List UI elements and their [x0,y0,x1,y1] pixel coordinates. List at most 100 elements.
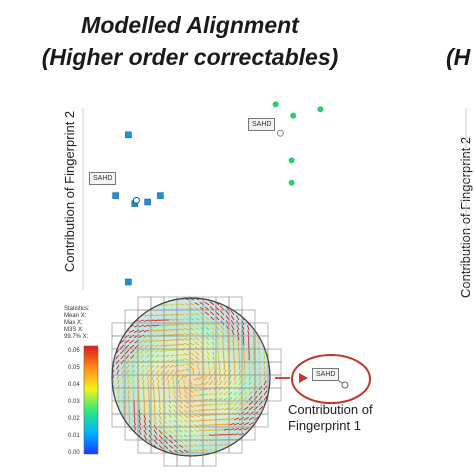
wafer-vector [231,329,235,336]
wafer-vector [122,374,125,379]
wafer-vector [148,324,155,327]
wafer-vector [143,414,147,421]
wafer-vector [198,375,203,381]
wafer-vector [143,329,150,333]
wafer-vector [207,356,210,361]
wafer-vector [200,346,205,351]
wafer-vector [189,361,195,366]
wafer-vector [143,324,150,328]
wafer-field [111,322,126,337]
wafer-vector [228,433,234,436]
wafer-vector [258,380,262,386]
wafer-vector [189,327,195,331]
wafer-vector [138,329,145,333]
scatter-points [112,101,324,286]
wafer-vector [129,334,135,339]
wafer-vector [183,419,189,423]
wafer-vector [263,395,268,401]
wafer-vector [160,354,165,358]
wafer-vector [223,433,230,436]
wafer-vector [218,407,224,411]
wafer-vector [218,402,224,406]
wafer-vector [168,419,172,424]
wafer-vector [179,369,185,373]
wafer-vector [223,423,230,426]
x-axis-label-line2: Fingerprint 1 [288,418,361,433]
wafer-vector [233,427,240,431]
wafer-vector [226,330,230,336]
wafer-vector [139,319,145,322]
wafer-vector [168,389,171,394]
wafer-vector [169,369,175,375]
wafer-vector [127,379,130,384]
wafer-vector [184,358,190,361]
wafer-vector [194,332,200,336]
wafer-vector [141,374,145,380]
stats-heading: Statistics: [64,306,90,312]
wafer-vector [228,375,232,381]
wafer-vector [194,346,200,351]
wafer-vector [205,327,210,331]
wafer-vector [200,341,205,346]
wafer-map [83,296,282,467]
wafer-vector [231,324,235,331]
wafer-vector [243,370,246,376]
stats-row-max: Max X: [64,320,83,326]
wafer-vector [163,439,169,445]
data-point [112,192,119,199]
wafer-vector [238,422,245,426]
wafer-vector [132,379,135,385]
wafer-vector [258,366,261,371]
wafer-vector [238,381,242,386]
wafer-vector [248,370,251,376]
wafer-vector [183,399,189,404]
wafer-vector [248,391,253,396]
wafer-vector [204,311,210,316]
wafer-vector [203,398,209,401]
wafer-vector [228,402,233,406]
wafer-vector [238,370,242,376]
wafer-vector [200,332,205,336]
wafer-vector [155,349,160,353]
data-point [317,106,324,113]
wafer-vector [125,354,130,360]
wafer-vector [179,323,185,326]
wafer-vector [179,318,185,321]
wafer-vector [232,349,235,356]
wafer-vector [149,314,155,317]
wafer-vector [144,314,150,317]
wafer-vector [173,449,179,454]
wafer-vector [153,419,157,425]
wafer-vector [148,439,153,445]
wafer-vector [223,407,229,411]
wafer-vector [129,329,135,334]
colorbar-tick: 0.02 [68,416,80,422]
wafer-vector [124,339,130,344]
wafer-field [254,413,269,428]
wafer-vector [223,402,229,406]
data-point [157,192,164,199]
wafer-vector [206,336,210,341]
wafer-vector [192,369,195,376]
wafer-vector [143,409,146,416]
wafer-vector [166,374,170,381]
wafer-field [202,452,217,467]
wafer-vector [209,306,215,311]
wafer-vector [200,336,205,341]
wafer-vector [153,319,160,322]
wafer-vector [158,409,162,415]
wafer-vector [243,427,249,431]
wafer-vector [178,414,183,419]
wafer-vector [183,404,189,409]
wafer-vector [178,399,183,405]
wafer-vector [183,353,190,356]
wafer-vector [213,369,216,376]
wafer-vector [218,428,225,431]
wafer-vector [222,350,225,356]
wafer-vector [193,389,198,392]
wafer-vector [218,380,223,386]
wafer-vector [242,329,245,336]
wafer-vector [238,391,242,396]
wafer-vector [263,365,266,371]
statistics-panel: Statistics: Mean X: Max X: M3S X: 99.7% … [64,306,90,341]
